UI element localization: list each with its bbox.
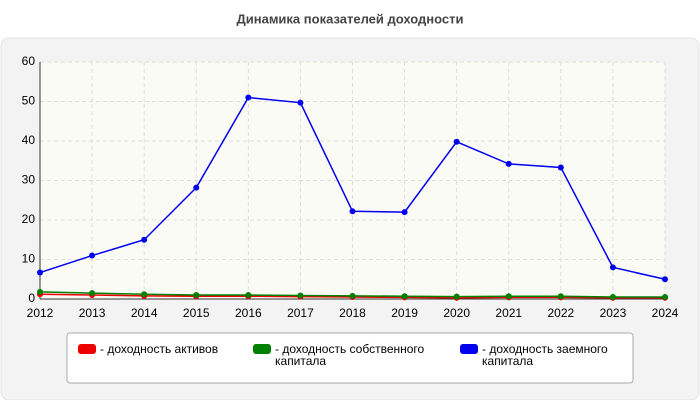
data-point (609, 294, 616, 301)
x-tick-label: 2023 (600, 306, 627, 320)
data-point (141, 236, 148, 243)
y-tick-label: 40 (22, 133, 36, 147)
legend-label: - доходность заемного капитала (482, 342, 608, 368)
data-point (245, 94, 252, 101)
x-tick-label: 2012 (27, 306, 54, 320)
data-point (37, 288, 43, 295)
data-point (89, 252, 96, 259)
legend-box (66, 332, 634, 384)
data-point (453, 293, 460, 300)
x-tick-label: 2018 (339, 306, 366, 320)
x-tick-label: 2013 (79, 306, 106, 320)
data-point (505, 293, 512, 300)
x-tick-label: 2017 (287, 306, 314, 320)
legend-swatch (253, 344, 271, 354)
y-tick-label: 60 (22, 54, 36, 68)
x-tick-label: 2016 (235, 306, 262, 320)
data-point (557, 293, 564, 300)
x-tick-label: 2022 (547, 306, 574, 320)
data-point (505, 160, 512, 167)
data-point (193, 292, 200, 299)
data-point (662, 294, 668, 301)
legend-label: - доходность активов (100, 342, 219, 356)
y-tick-label: 50 (22, 94, 36, 108)
data-point (401, 209, 408, 216)
x-tick-label: 2019 (391, 306, 418, 320)
data-point (453, 138, 460, 145)
x-tick-label: 2024 (652, 306, 679, 320)
data-point (662, 276, 668, 283)
y-tick-label: 30 (22, 173, 36, 187)
data-point (349, 208, 356, 215)
x-tick-label: 2021 (495, 306, 522, 320)
legend-swatch (78, 344, 96, 354)
data-point (557, 164, 564, 171)
data-point (245, 292, 252, 299)
y-tick-label: 10 (22, 252, 36, 266)
data-point (349, 292, 356, 299)
data-point (37, 269, 43, 276)
data-point (401, 293, 408, 300)
legend-swatch (460, 344, 478, 354)
x-tick-label: 2014 (131, 306, 158, 320)
data-point (193, 184, 200, 191)
y-tick-label: 0 (28, 291, 35, 305)
chart-title: Динамика показателей доходности (236, 11, 463, 26)
x-tick-label: 2020 (443, 306, 470, 320)
legend-label: - доходность собственного капитала (275, 342, 425, 368)
data-point (609, 264, 616, 271)
data-point (89, 290, 96, 297)
data-point (297, 99, 304, 106)
x-tick-label: 2015 (183, 306, 210, 320)
y-tick-label: 20 (22, 212, 36, 226)
data-point (297, 292, 304, 299)
data-point (141, 291, 148, 298)
